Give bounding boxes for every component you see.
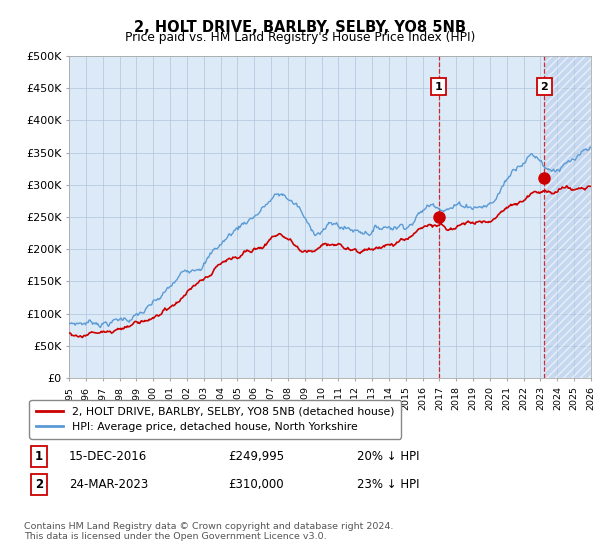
Text: Contains HM Land Registry data © Crown copyright and database right 2024.
This d: Contains HM Land Registry data © Crown c… [24, 522, 394, 542]
Bar [544, 56, 591, 378]
Text: £310,000: £310,000 [228, 478, 284, 491]
Text: 2: 2 [35, 478, 43, 491]
Text: 20% ↓ HPI: 20% ↓ HPI [357, 450, 419, 463]
Bar [544, 56, 591, 378]
Legend: 2, HOLT DRIVE, BARLBY, SELBY, YO8 5NB (detached house), HPI: Average price, deta: 2, HOLT DRIVE, BARLBY, SELBY, YO8 5NB (d… [29, 400, 401, 438]
Text: 15-DEC-2016: 15-DEC-2016 [69, 450, 147, 463]
Text: 24-MAR-2023: 24-MAR-2023 [69, 478, 148, 491]
Text: 23% ↓ HPI: 23% ↓ HPI [357, 478, 419, 491]
Text: 1: 1 [435, 82, 443, 92]
Text: Price paid vs. HM Land Registry's House Price Index (HPI): Price paid vs. HM Land Registry's House … [125, 31, 475, 44]
Text: 1: 1 [35, 450, 43, 463]
Text: 2: 2 [541, 82, 548, 92]
Text: 2, HOLT DRIVE, BARLBY, SELBY, YO8 5NB: 2, HOLT DRIVE, BARLBY, SELBY, YO8 5NB [134, 20, 466, 35]
Text: £249,995: £249,995 [228, 450, 284, 463]
